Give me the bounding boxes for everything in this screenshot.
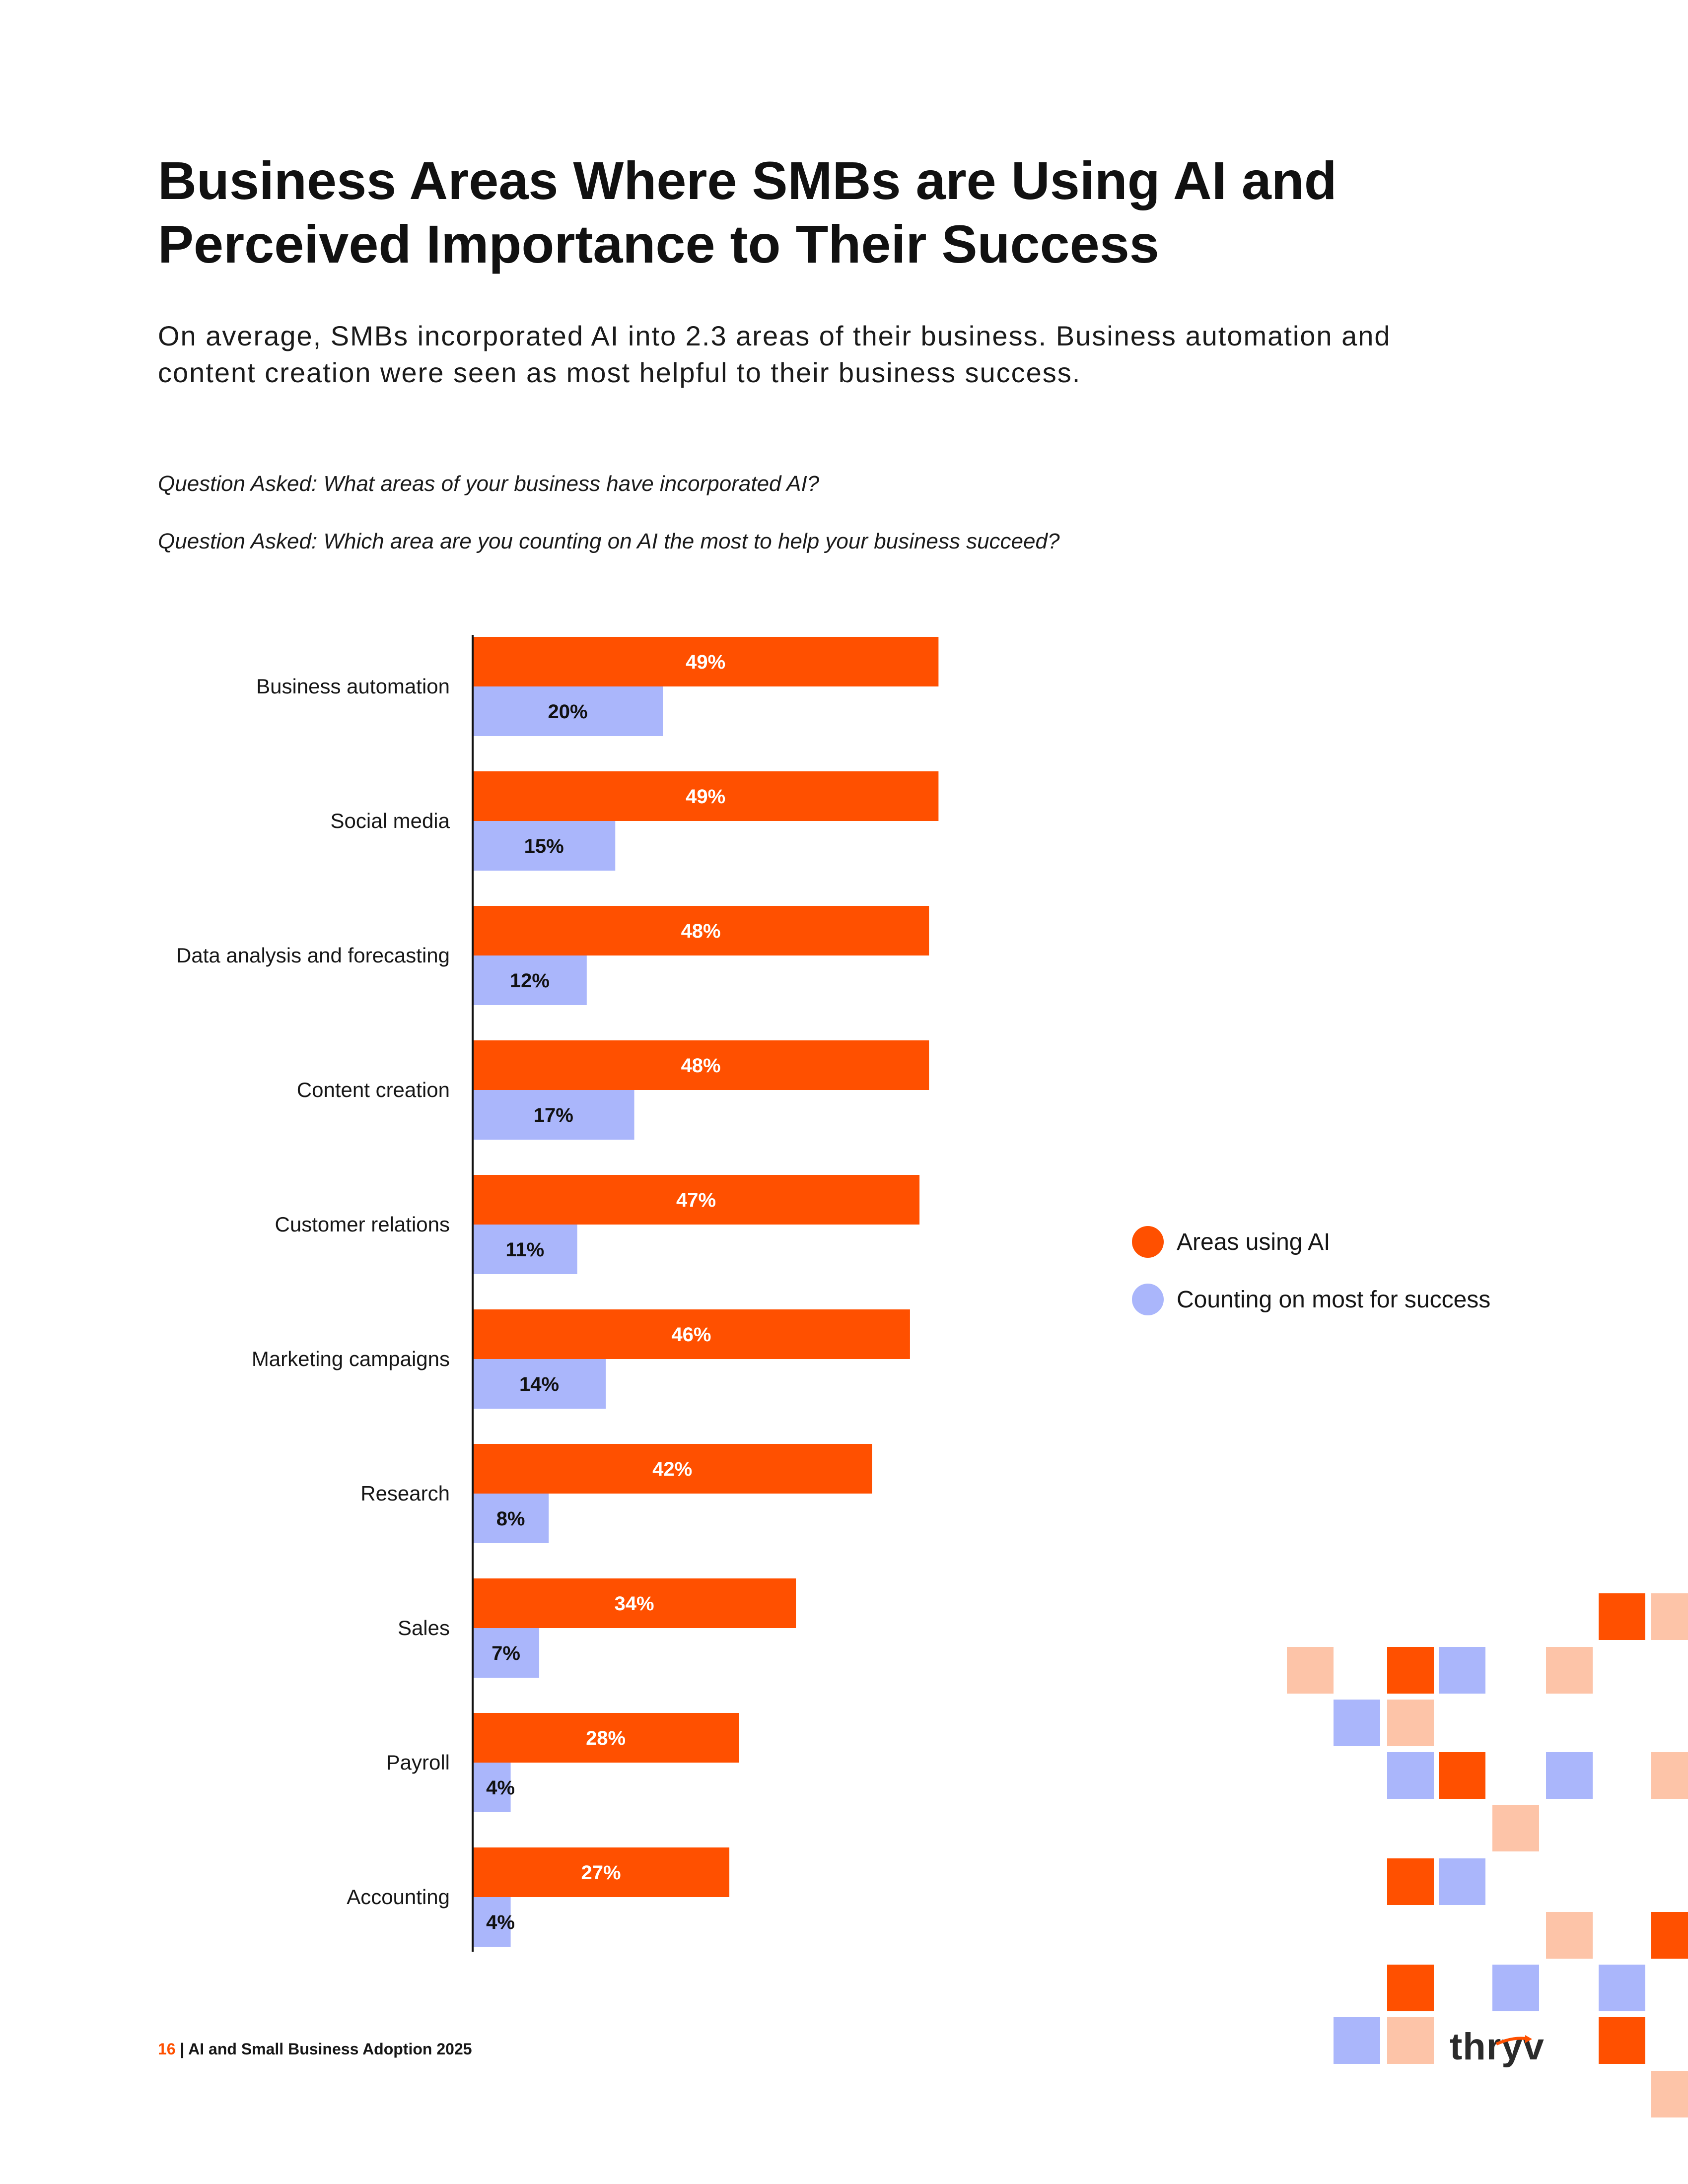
bar-counting-on-most-business-automation xyxy=(473,686,663,736)
bar-chart: Business automation 49% 20% Social media 49%… xyxy=(176,635,939,1952)
bar-areas-using-ai-marketing-campaigns xyxy=(473,1309,910,1359)
decorative-tile xyxy=(1599,2017,1645,2064)
legend-item-counting-on-most: Counting on most for success xyxy=(1132,1284,1490,1315)
decorative-tile xyxy=(1334,2017,1380,2064)
category-label-social-media: Social media xyxy=(331,809,450,832)
legend-label-counting-on-most: Counting on most for success xyxy=(1177,1286,1491,1313)
bar-counting-on-most-marketing-campaigns xyxy=(473,1359,606,1409)
decorative-tile xyxy=(1546,1752,1593,1799)
decorative-tile xyxy=(1546,1912,1593,1959)
bar-counting-on-most-sales xyxy=(473,1628,540,1678)
bar-counting-on-most-accounting xyxy=(473,1897,511,1947)
value-label-counting-on-most-research: 8% xyxy=(496,1508,525,1530)
category-label-marketing-campaigns: Marketing campaigns xyxy=(252,1347,450,1370)
decorative-tile xyxy=(1387,1965,1434,2011)
logo-arrow-icon xyxy=(1495,2035,1532,2046)
decorative-tile xyxy=(1492,1965,1539,2011)
value-label-counting-on-most-social-media: 15% xyxy=(524,835,564,857)
decorative-tile xyxy=(1287,1647,1334,1694)
decorative-tile xyxy=(1334,1700,1380,1746)
category-label-payroll: Payroll xyxy=(386,1751,450,1774)
value-label-counting-on-most-marketing-campaigns: 14% xyxy=(519,1373,559,1395)
category-label-sales: Sales xyxy=(398,1616,450,1639)
bar-counting-on-most-data-analysis-and-forecasting xyxy=(473,956,587,1005)
decorative-tile xyxy=(1387,1858,1434,1905)
value-label-counting-on-most-customer-relations: 11% xyxy=(505,1239,544,1261)
category-label-customer-relations: Customer relations xyxy=(275,1213,450,1236)
title-line-1: Business Areas Where SMBs are Using AI a… xyxy=(158,150,1337,210)
bar-counting-on-most-content-creation xyxy=(473,1090,634,1140)
decorative-tile xyxy=(1651,1912,1688,1959)
question-1: Question Asked: What areas of your busin… xyxy=(158,472,820,496)
decorative-tile xyxy=(1546,1647,1593,1694)
category-label-content-creation: Content creation xyxy=(297,1078,450,1101)
page-subtitle: On average, SMBs incorporated AI into 2.… xyxy=(158,320,1391,388)
decorative-tile xyxy=(1651,1752,1688,1799)
category-label-data-analysis-and-forecasting: Data analysis and forecasting xyxy=(176,944,450,967)
bar-areas-using-ai-social-media xyxy=(473,771,939,821)
decorative-tile xyxy=(1387,1700,1434,1746)
bar-counting-on-most-customer-relations xyxy=(473,1225,577,1274)
bar-areas-using-ai-content-creation xyxy=(473,1040,929,1090)
value-label-counting-on-most-business-automation: 20% xyxy=(548,701,587,723)
value-label-areas-using-ai-business-automation: 49% xyxy=(686,651,725,673)
value-label-areas-using-ai-marketing-campaigns: 46% xyxy=(671,1324,711,1346)
title-line-2: Perceived Importance to Their Success xyxy=(158,214,1159,274)
bar-counting-on-most-payroll xyxy=(473,1763,511,1812)
value-label-areas-using-ai-data-analysis-and-forecasting: 48% xyxy=(681,920,721,942)
category-label-accounting: Accounting xyxy=(347,1885,450,1909)
footer-separator: | xyxy=(175,2040,189,2058)
category-label-business-automation: Business automation xyxy=(256,675,450,698)
decorative-tile xyxy=(1439,1647,1485,1694)
chart-legend: Areas using AI Counting on most for succ… xyxy=(1132,1226,1490,1341)
legend-swatch-orange xyxy=(1132,1226,1164,1258)
decorative-tile xyxy=(1492,1805,1539,1851)
thryv-logo: thryv xyxy=(1450,2026,1545,2068)
legend-swatch-lavender xyxy=(1132,1284,1164,1315)
bar-areas-using-ai-sales xyxy=(473,1578,796,1628)
value-label-areas-using-ai-content-creation: 48% xyxy=(681,1055,721,1077)
question-2: Question Asked: Which area are you count… xyxy=(158,529,1060,553)
value-label-areas-using-ai-sales: 34% xyxy=(615,1593,654,1615)
page-title: Business Areas Where SMBs are Using AI a… xyxy=(158,149,1498,276)
decorative-tile xyxy=(1439,1858,1485,1905)
bar-areas-using-ai-research xyxy=(473,1444,872,1494)
decorative-tile xyxy=(1387,1752,1434,1799)
report-title: AI and Small Business Adoption 2025 xyxy=(188,2040,472,2058)
page-footer: 16 | AI and Small Business Adoption 2025 xyxy=(158,2040,472,2058)
bar-areas-using-ai-accounting xyxy=(473,1847,730,1897)
value-label-counting-on-most-data-analysis-and-forecasting: 12% xyxy=(510,970,550,992)
decorative-tile xyxy=(1387,1647,1434,1694)
category-label-research: Research xyxy=(360,1482,450,1505)
bar-areas-using-ai-business-automation xyxy=(473,637,939,686)
page-number: 16 xyxy=(158,2040,176,2058)
decorative-tile xyxy=(1387,2017,1434,2064)
legend-item-areas-using-ai: Areas using AI xyxy=(1132,1226,1490,1258)
bar-areas-using-ai-payroll xyxy=(473,1713,739,1763)
value-label-areas-using-ai-accounting: 27% xyxy=(581,1862,621,1884)
bar-counting-on-most-social-media xyxy=(473,821,616,871)
decorative-tile xyxy=(1599,1593,1645,1640)
value-label-counting-on-most-accounting: 4% xyxy=(486,1911,515,1933)
decorative-tile xyxy=(1599,1965,1645,2011)
bar-areas-using-ai-data-analysis-and-forecasting xyxy=(473,906,929,956)
value-label-areas-using-ai-customer-relations: 47% xyxy=(676,1189,716,1211)
value-label-counting-on-most-content-creation: 17% xyxy=(534,1104,573,1126)
decorative-tile xyxy=(1439,1752,1485,1799)
bar-counting-on-most-research xyxy=(473,1494,549,1543)
legend-label-areas-using-ai: Areas using AI xyxy=(1177,1228,1331,1255)
decorative-tile xyxy=(1651,2071,1688,2117)
decorative-tile xyxy=(1651,1593,1688,1640)
value-label-areas-using-ai-social-media: 49% xyxy=(686,786,725,808)
value-label-areas-using-ai-research: 42% xyxy=(652,1458,692,1480)
value-label-areas-using-ai-payroll: 28% xyxy=(586,1727,626,1749)
bar-areas-using-ai-customer-relations xyxy=(473,1175,920,1225)
value-label-counting-on-most-sales: 7% xyxy=(492,1642,520,1664)
value-label-counting-on-most-payroll: 4% xyxy=(486,1777,515,1799)
